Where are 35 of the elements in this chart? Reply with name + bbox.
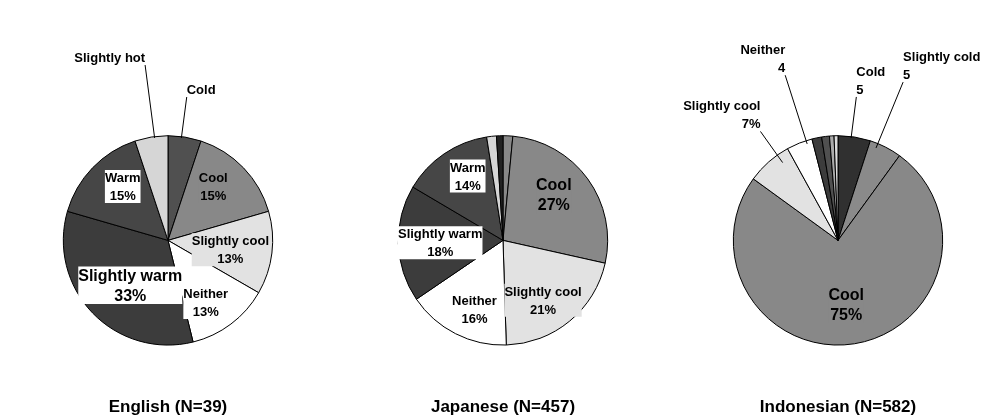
slice-label: Slightly cool [683, 98, 761, 114]
data-label: 13% [217, 251, 244, 267]
slice-label: Slightly cool [191, 233, 270, 249]
slice-label: Warm [449, 159, 486, 175]
text: English (N=39) [108, 396, 228, 416]
data-label: 18% [427, 244, 454, 260]
slice-label: Cool [828, 285, 864, 303]
slice-label: Cool [198, 169, 228, 185]
data-label: 4 [777, 60, 786, 76]
data-label: 14% [454, 177, 482, 193]
data-label: 15% [109, 187, 137, 203]
slice-label: Slightly warm [78, 266, 183, 284]
slice-label: Cold [856, 63, 886, 79]
slice-label: Neither [183, 286, 229, 302]
data-label: 5 [903, 67, 911, 83]
text: Japanese (N=457) [430, 396, 576, 416]
data-label: 13% [192, 304, 220, 320]
slice-label: Neither [740, 42, 786, 58]
data-label: 27% [537, 196, 570, 214]
slice-label: Slightly cold [903, 49, 981, 65]
slice-label: Neither [452, 293, 497, 309]
text: Indonesian (N=582) [759, 396, 917, 416]
slice-label: Slightly hot [74, 50, 146, 66]
slice-label: Slightly warm [397, 226, 483, 242]
data-label: 7% [741, 116, 761, 132]
data-label: 5 [856, 81, 864, 97]
data-label: 75% [830, 306, 863, 324]
slice-label: Warm [104, 169, 141, 185]
data-label: 15% [200, 187, 227, 203]
slice-label: Slightly cool [504, 283, 582, 299]
data-label: 33% [114, 287, 147, 305]
slice-label: Cool [536, 175, 572, 193]
data-label: 21% [530, 301, 557, 317]
data-label: 16% [461, 311, 488, 327]
slice-label: Cold [186, 82, 216, 98]
